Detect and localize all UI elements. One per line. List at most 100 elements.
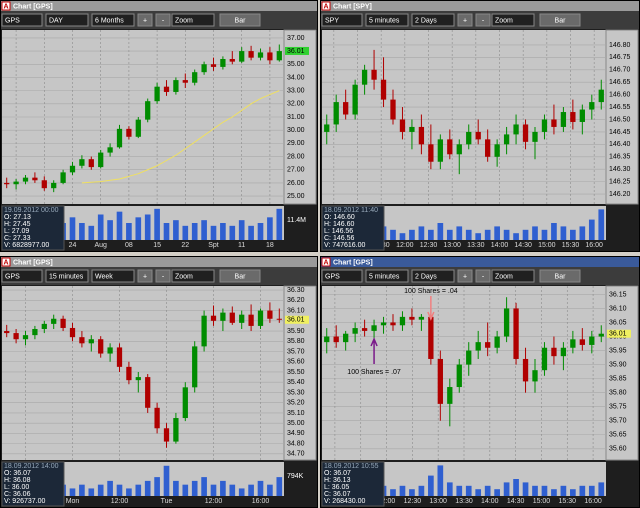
volume-bar — [182, 484, 189, 496]
volume-bar — [532, 226, 538, 240]
toolbar-zoom[interactable] — [491, 13, 535, 27]
toolbar-interval-text[interactable]: 15 minutes — [49, 273, 84, 280]
x-tick-label: 14:00 — [481, 498, 499, 505]
volume-bar — [267, 217, 273, 240]
y-tick-label: 32.00 — [287, 101, 305, 108]
toolbar-minus-text[interactable]: - — [162, 273, 165, 280]
candle-body — [437, 139, 443, 162]
toolbar-minus[interactable] — [475, 269, 491, 283]
toolbar-symbol[interactable] — [1, 269, 43, 283]
window-title: Chart [SPY] — [333, 3, 372, 10]
toolbar-range-text[interactable]: Week — [95, 273, 113, 280]
candle-body — [98, 152, 104, 168]
toolbar-symbol-text[interactable]: GPS — [5, 273, 20, 280]
info-date: 18.09.2012 14:00 — [4, 463, 59, 470]
y-tick-label: 36.30 — [287, 287, 305, 294]
volume-bar — [399, 485, 406, 496]
info-line: V: 6828977.00 — [4, 242, 49, 249]
toolbar-zoom-text[interactable]: Zoom — [175, 273, 193, 280]
toolbar-minus[interactable] — [155, 269, 171, 283]
candle-body — [560, 112, 567, 127]
candle-body — [324, 124, 330, 132]
y-tick-label: 146.30 — [609, 166, 631, 173]
toolbar-interval-text[interactable]: 5 minutes — [369, 273, 400, 280]
volume-bar — [173, 480, 179, 496]
toolbar-zoom[interactable] — [171, 269, 215, 283]
candle-body — [333, 336, 339, 343]
candle-body — [466, 131, 472, 145]
toolbar-zoom-text[interactable]: Zoom — [175, 17, 193, 24]
toolbar-symbol-text[interactable]: GPS — [325, 273, 340, 280]
toolbar-plus[interactable] — [457, 269, 473, 283]
candle-body — [88, 339, 94, 344]
y-tick-label: 146.40 — [609, 141, 631, 148]
x-tick-label: 18 — [266, 242, 274, 249]
toolbar-range-text[interactable]: 6 Months — [95, 17, 124, 24]
volume-bar — [399, 233, 406, 240]
toolbar-symbol-text[interactable]: GPS — [5, 17, 20, 24]
toolbar-zoom-text[interactable]: Zoom — [495, 17, 513, 24]
candle-body — [116, 128, 123, 148]
toolbar-interval[interactable] — [365, 269, 409, 283]
y-tick-label: 35.00 — [287, 420, 305, 427]
toolbar-range-text[interactable]: 2 Days — [415, 273, 437, 280]
window-title: Chart [GPS] — [13, 259, 53, 266]
toolbar-minus[interactable] — [155, 13, 171, 27]
y-tick-label: 35.60 — [609, 446, 627, 453]
toolbar-zoom[interactable] — [491, 269, 535, 283]
toolbar-range[interactable] — [91, 269, 135, 283]
volume-bar — [437, 223, 444, 240]
candle-body — [163, 86, 170, 92]
toolbar-style-text[interactable]: Bar — [555, 273, 567, 280]
toolbar-range[interactable] — [411, 13, 455, 27]
toolbar-style[interactable] — [219, 13, 261, 27]
app-icon-letter: A — [323, 3, 328, 10]
toolbar-minus-text[interactable]: - — [482, 273, 485, 280]
volume-axis-label: 11.4M — [287, 217, 306, 224]
volume-bar — [513, 479, 519, 496]
toolbar-plus-text[interactable]: + — [463, 273, 467, 280]
plot-area — [322, 30, 606, 204]
toolbar-range[interactable] — [411, 269, 455, 283]
toolbar-zoom-text[interactable]: Zoom — [495, 273, 513, 280]
toolbar-plus[interactable] — [137, 13, 153, 27]
candle-body — [41, 323, 47, 329]
toolbar-minus[interactable] — [475, 13, 491, 27]
toolbar-plus-text[interactable]: + — [143, 273, 147, 280]
toolbar-zoom[interactable] — [171, 13, 215, 27]
toolbar-style[interactable] — [219, 269, 261, 283]
volume-bar — [560, 226, 567, 240]
toolbar-plus-text[interactable]: + — [463, 17, 467, 24]
toolbar-plus-text[interactable]: + — [143, 17, 147, 24]
toolbar-interval-text[interactable]: DAY — [49, 17, 63, 24]
toolbar-style-text[interactable]: Bar — [555, 17, 567, 24]
toolbar-minus-text[interactable]: - — [482, 17, 485, 24]
toolbar-range-text[interactable]: 2 Days — [415, 17, 437, 24]
toolbar-style-text[interactable]: Bar — [235, 273, 247, 280]
x-tick-label: 12:00 — [111, 498, 129, 505]
candle-body — [485, 342, 491, 348]
toolbar-style[interactable] — [539, 13, 581, 27]
toolbar-plus[interactable] — [457, 13, 473, 27]
volume-bar — [135, 217, 142, 240]
toolbar-style[interactable] — [539, 269, 581, 283]
toolbar-symbol-text[interactable]: SPY — [325, 17, 339, 24]
toolbar-style-text[interactable]: Bar — [235, 17, 247, 24]
toolbar-plus[interactable] — [137, 269, 153, 283]
volume-bar — [494, 489, 500, 496]
toolbar-symbol[interactable] — [321, 269, 363, 283]
toolbar-interval-text[interactable]: 5 minutes — [369, 17, 400, 24]
y-tick-label: 36.20 — [287, 297, 305, 304]
toolbar-range[interactable] — [91, 13, 135, 27]
y-tick-label: 37.00 — [287, 35, 305, 42]
window-title: Chart [GPS] — [13, 3, 53, 10]
candle-body — [390, 99, 396, 120]
candle-body — [126, 128, 132, 137]
toolbar-symbol[interactable] — [321, 13, 363, 27]
toolbar-interval[interactable] — [365, 13, 409, 27]
toolbar-interval[interactable] — [45, 13, 89, 27]
toolbar-symbol[interactable] — [1, 13, 43, 27]
toolbar-interval[interactable] — [45, 269, 89, 283]
candle-body — [4, 182, 10, 185]
toolbar-minus-text[interactable]: - — [162, 17, 165, 24]
